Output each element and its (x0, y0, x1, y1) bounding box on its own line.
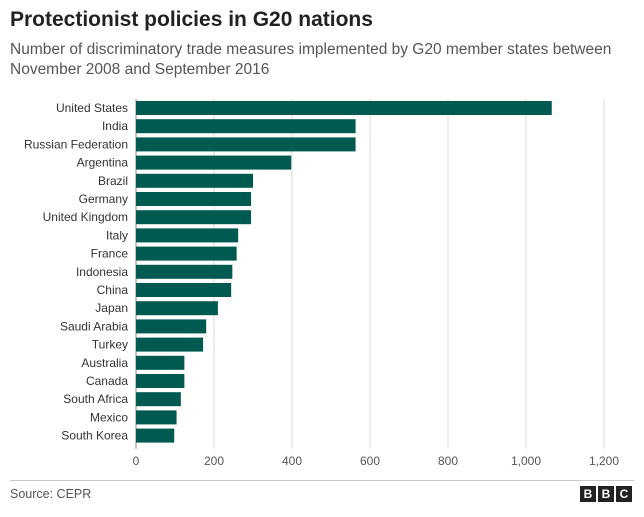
bar (136, 374, 185, 388)
bar (136, 155, 292, 170)
category-label: United Kingdom (43, 210, 128, 224)
category-label: France (91, 247, 129, 261)
bar (136, 264, 233, 279)
x-tick-label: 1,000 (511, 454, 541, 468)
category-label: Russian Federation (24, 137, 128, 151)
bar (136, 119, 356, 134)
category-label: India (102, 119, 128, 133)
category-label: Saudi Arabia (60, 319, 128, 333)
category-label: Australia (81, 356, 128, 370)
bbc-logo-letter: B (598, 486, 614, 502)
x-tick-label: 600 (360, 454, 380, 468)
bar (136, 355, 185, 370)
bar (136, 410, 177, 425)
category-label: Turkey (92, 338, 128, 352)
bar (136, 428, 175, 443)
category-label: South Africa (63, 392, 128, 406)
bar (136, 246, 237, 261)
source-note: Source: CEPR (10, 487, 92, 501)
chart-subtitle: Number of discriminatory trade measures … (10, 41, 612, 78)
x-tick-label: 0 (133, 454, 140, 468)
bar (136, 337, 204, 352)
x-axis: 0 200 400 600 800 1,000 1,200 (133, 454, 620, 468)
bar-chart: United States India Russian Federation Arge… (24, 99, 620, 468)
x-tick-label: 400 (282, 454, 302, 468)
bbc-logo-letter: B (580, 486, 596, 502)
category-label: Mexico (90, 410, 128, 424)
bar (136, 283, 232, 297)
category-label: Brazil (98, 174, 128, 188)
bbc-logo-letter: C (616, 486, 632, 502)
category-label: China (97, 283, 129, 297)
bar (136, 210, 252, 225)
bar (136, 301, 218, 316)
bar (136, 101, 552, 115)
bar (136, 392, 181, 407)
x-tick-label: 200 (204, 454, 224, 468)
bar (136, 137, 356, 152)
category-label: Indonesia (76, 265, 128, 279)
bar (136, 319, 207, 334)
chart-title: Protectionist policies in G20 nations (10, 8, 373, 31)
category-label: South Korea (61, 429, 128, 443)
bbc-logo: B B C (580, 486, 632, 502)
bars (136, 101, 552, 443)
x-tick-label: 800 (438, 454, 458, 468)
x-tick-label: 1,200 (589, 454, 619, 468)
bar (136, 173, 253, 188)
category-label: United States (56, 101, 128, 115)
bar (136, 192, 252, 206)
category-label: Germany (79, 192, 128, 206)
category-label: Italy (106, 228, 128, 242)
category-label: Argentina (77, 156, 129, 170)
footer-divider (10, 480, 634, 481)
category-label: Japan (95, 301, 128, 315)
category-label: Canada (86, 374, 128, 388)
bar (136, 228, 239, 243)
category-labels: United States India Russian Federation Arge… (24, 101, 128, 443)
